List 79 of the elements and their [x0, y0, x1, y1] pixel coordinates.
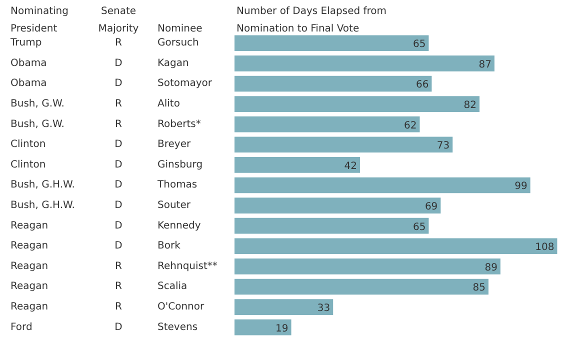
- bar: [234, 238, 558, 254]
- bar: [234, 76, 432, 92]
- bar: [234, 278, 488, 295]
- data-label: 73: [436, 140, 450, 152]
- text: R: [115, 38, 122, 49]
- y-tick-label: Breyer: [158, 139, 192, 150]
- bar: [234, 177, 530, 194]
- bar: [234, 157, 360, 173]
- text: Nominating President: [10, 6, 68, 34]
- text: Reagan: [10, 260, 48, 272]
- text: Clinton: [10, 159, 46, 170]
- y-tick-label: Gorsuch: [158, 38, 199, 49]
- text: R: [115, 260, 122, 272]
- text: D: [114, 220, 123, 232]
- text: R: [115, 98, 122, 110]
- bar: [234, 258, 500, 274]
- text: R: [115, 302, 122, 313]
- y-tick-label: Scalia: [158, 281, 188, 292]
- y-tick-label: Ginsburg: [158, 159, 203, 170]
- y-tick-label: Kagan: [158, 58, 189, 69]
- y-tick-label: Souter: [158, 200, 192, 212]
- y-tick-label: Thomas: [156, 180, 198, 191]
- y-tick-label: Stevens: [158, 322, 198, 333]
- text: Obama: [10, 78, 47, 90]
- text: Obama: [10, 58, 47, 69]
- text: D: [114, 240, 123, 252]
- text: Reagan: [10, 302, 48, 313]
- text: D: [114, 200, 123, 212]
- text: Trump: [10, 38, 42, 49]
- text: D: [114, 78, 123, 90]
- bar: [234, 198, 441, 214]
- text: Reagan: [10, 220, 48, 232]
- y-tick-label: O'Connor: [158, 302, 206, 313]
- text: Bush, G.W.: [10, 118, 64, 130]
- data-label: 65: [412, 222, 426, 233]
- text: D: [114, 139, 123, 150]
- bar: [234, 56, 494, 72]
- y-tick-label: Kennedy: [158, 220, 201, 232]
- data-label: 87: [478, 59, 492, 70]
- bar: [234, 299, 334, 315]
- text: Bush, G.H.W.: [10, 180, 75, 191]
- bar: [234, 116, 420, 132]
- data-label: 42: [344, 160, 358, 172]
- bar: [234, 35, 429, 52]
- data-label: 89: [484, 262, 498, 274]
- text: Senate Majority: [98, 6, 139, 34]
- y-axis-title: Nominee: [158, 23, 202, 34]
- data-label: 99: [514, 181, 528, 192]
- y-tick-label: Alito: [158, 98, 180, 110]
- data-label: 69: [424, 202, 438, 213]
- bar: [234, 96, 480, 112]
- text: D: [114, 322, 123, 333]
- data-label: 108: [535, 242, 554, 254]
- text: D: [114, 180, 123, 191]
- bar: [234, 136, 453, 153]
- text: R: [115, 281, 122, 292]
- bar: [234, 319, 292, 336]
- data-label: 82: [464, 100, 477, 112]
- x-axis-title: Number of Days Elapsed from Nomination to Final Vote: [236, 6, 387, 34]
- y-tick-label: Rehnquist**: [158, 260, 218, 272]
- text: R: [115, 118, 122, 130]
- text: D: [114, 58, 123, 69]
- y-tick-label: Bork: [158, 240, 181, 252]
- text: Ford: [10, 322, 32, 333]
- data-label: 65: [412, 39, 426, 50]
- bar: [234, 218, 429, 234]
- text: Clinton: [10, 139, 46, 150]
- y-tick-label: Sotomayor: [158, 78, 213, 90]
- data-label: 19: [276, 323, 288, 334]
- data-label: 85: [472, 282, 486, 294]
- text: Bush, G.W.: [10, 98, 64, 110]
- y-tick-label: Roberts*: [158, 118, 201, 130]
- data-label: 66: [416, 80, 429, 91]
- text: Bush, G.H.W.: [10, 200, 75, 212]
- text: D: [114, 159, 123, 170]
- text: Reagan: [10, 281, 48, 292]
- data-label: 62: [404, 120, 417, 132]
- text: Reagan: [10, 240, 48, 252]
- data-label: 33: [317, 303, 330, 314]
